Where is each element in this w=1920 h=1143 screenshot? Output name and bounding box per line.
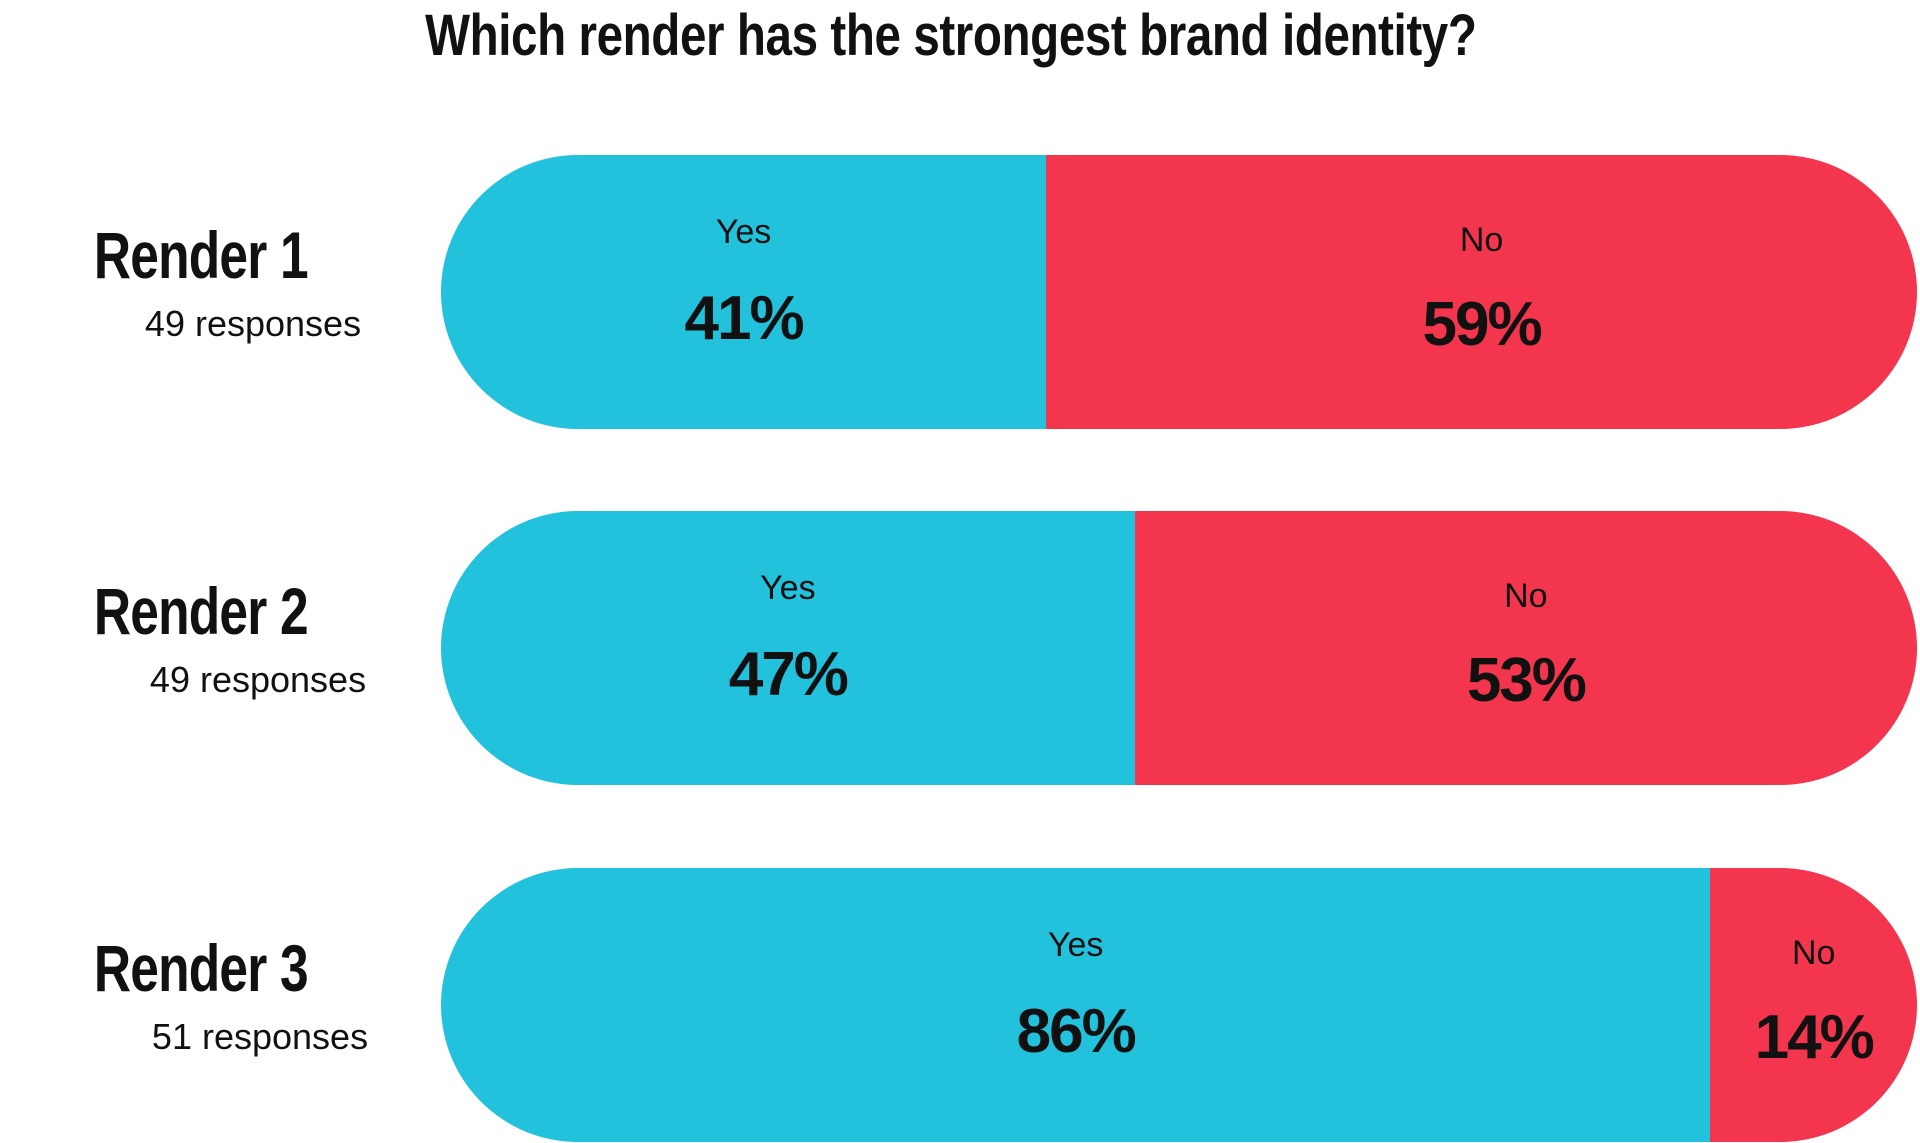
- bar-segment-no: No 59%: [1046, 155, 1917, 429]
- bar-segment-no: No 14%: [1710, 868, 1917, 1142]
- stacked-bar: Yes 41% No 59%: [441, 155, 1917, 429]
- segment-value-yes: 86%: [1016, 997, 1137, 1066]
- render-2-row: Render 2 49 responses Yes 47% No 53%: [0, 511, 1920, 785]
- stacked-bar: Yes 47% No 53%: [441, 511, 1917, 785]
- row-responses: 49 responses: [149, 659, 367, 700]
- segment-value-yes: 41%: [684, 284, 805, 353]
- bar-segment-no: No 53%: [1134, 511, 1917, 785]
- chart-title: Which render has the strongest brand ide…: [425, 3, 1477, 68]
- row-label: Render 1: [93, 218, 309, 292]
- row-label: Render 2: [93, 574, 309, 648]
- segment-value-yes: 47%: [728, 640, 849, 709]
- row-responses: 51 responses: [151, 1016, 369, 1057]
- segment-value-no: 53%: [1466, 646, 1587, 715]
- segment-label-yes: Yes: [760, 569, 816, 607]
- bar-segment-yes: Yes 41%: [441, 155, 1047, 429]
- render-3-row: Render 3 51 responses Yes 86% No 14%: [0, 868, 1920, 1142]
- bar-segment-yes: Yes 86%: [441, 868, 1711, 1142]
- render-1-row: Render 1 49 responses Yes 41% No 59%: [0, 155, 1920, 429]
- row-responses: 49 responses: [144, 303, 362, 344]
- segment-label-no: No: [1504, 577, 1548, 615]
- stacked-bar: Yes 86% No 14%: [441, 868, 1917, 1142]
- segment-value-no: 14%: [1754, 1003, 1875, 1072]
- segment-label-yes: Yes: [715, 213, 772, 251]
- row-label: Render 3: [93, 931, 309, 1005]
- segment-label-yes: Yes: [1047, 926, 1104, 964]
- bar-segment-yes: Yes 47%: [441, 511, 1135, 785]
- segment-label-no: No: [1791, 934, 1836, 972]
- segment-label-no: No: [1459, 221, 1504, 259]
- segment-value-no: 59%: [1422, 290, 1543, 359]
